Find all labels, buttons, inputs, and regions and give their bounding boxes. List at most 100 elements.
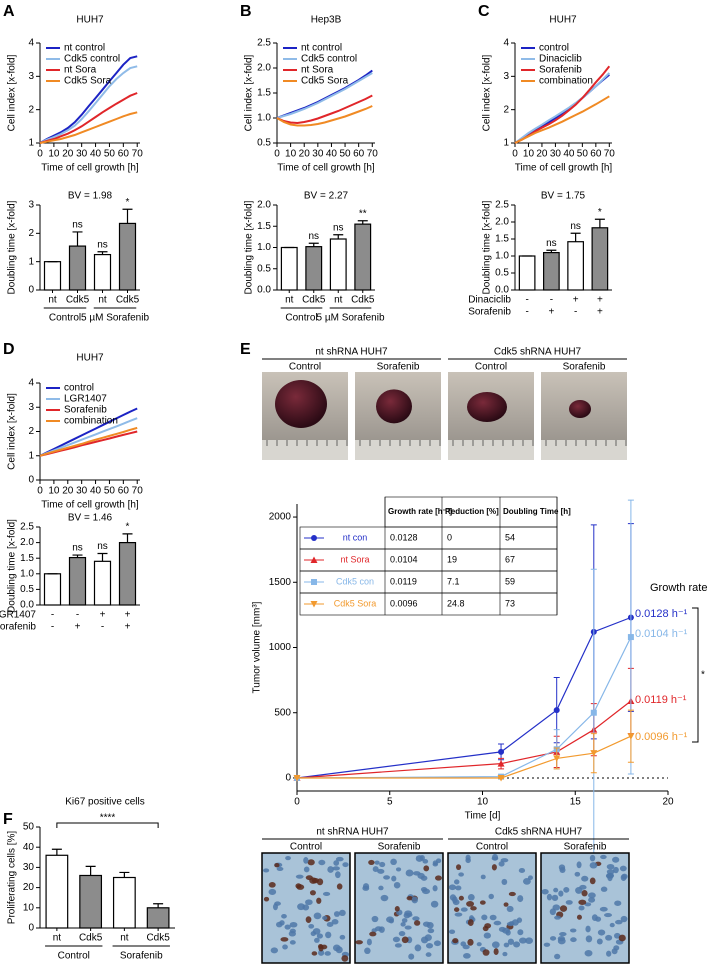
group-label: 5 µM Sorafenib <box>316 313 384 324</box>
x-tick-label: 10 <box>285 149 297 160</box>
y-tick-label: 2.5 <box>495 200 509 211</box>
x-tick-label: 0 <box>37 486 43 497</box>
group-label: Sorafenib <box>120 951 163 962</box>
cell <box>310 931 317 937</box>
cell <box>274 863 280 868</box>
cell <box>559 905 568 912</box>
cell <box>406 912 413 917</box>
cell <box>505 929 511 936</box>
x-tick-label: Cdk5 <box>302 295 326 306</box>
y-tick-label: 2.5 <box>20 522 34 533</box>
ruler <box>355 440 441 460</box>
group-label: Control <box>49 313 81 324</box>
y-tick-label: 0 <box>28 923 34 934</box>
error-bar <box>357 220 368 225</box>
error-bar <box>122 208 133 224</box>
cell <box>551 894 559 901</box>
table-row <box>299 548 558 572</box>
x-axis-label: Time of cell growth [h] <box>515 163 613 174</box>
bar <box>93 560 112 606</box>
x-tick-label: 70 <box>604 149 616 160</box>
cell <box>342 862 349 868</box>
x-tick-label: nt <box>120 933 129 944</box>
cell <box>559 866 566 874</box>
series-line <box>39 65 138 144</box>
series-line <box>514 95 610 144</box>
series-line <box>296 616 632 779</box>
row-label: - <box>101 622 104 633</box>
cell <box>605 873 614 879</box>
x-tick-label: 60 <box>118 486 130 497</box>
ruler <box>262 440 348 460</box>
table-cell: 67 <box>505 554 515 564</box>
bar <box>45 854 69 929</box>
chart-title: Ki67 positive cells <box>65 797 144 808</box>
y-tick-label: 10 <box>23 902 35 913</box>
cell <box>297 903 305 911</box>
cell <box>618 934 626 942</box>
cell <box>305 899 313 906</box>
y-tick-label: 2.0 <box>20 537 34 548</box>
photo-label: Sorafenib <box>378 842 421 853</box>
y-tick-label: 2 <box>28 104 34 115</box>
chart-title: BV = 1.98 <box>68 191 113 202</box>
cell <box>448 929 456 934</box>
point <box>497 774 505 782</box>
cell <box>503 942 510 948</box>
photo-group-label: Cdk5 shRNA HUH7 <box>494 347 582 358</box>
photo-group-label: nt shRNA HUH7 <box>316 827 389 838</box>
y-tick-label: 1.0 <box>257 242 271 253</box>
table-cell: 0.0104 <box>390 554 418 564</box>
cell <box>435 858 442 864</box>
cell <box>426 922 434 929</box>
cell <box>484 923 492 929</box>
y-tick-label: 3 <box>28 71 34 82</box>
x-tick-label: 70 <box>132 149 144 160</box>
photo-group-label: nt shRNA HUH7 <box>315 347 388 358</box>
bar <box>79 874 103 929</box>
row-label: - <box>550 295 553 306</box>
point <box>553 755 561 762</box>
cell <box>335 871 341 879</box>
cell <box>333 860 340 866</box>
y-tick-label: 30 <box>23 862 35 873</box>
rate-label: 0.0096 h⁻¹ <box>635 731 688 743</box>
cell <box>404 925 412 930</box>
legend-label: Cdk5 Sora <box>64 76 112 87</box>
cell <box>453 879 460 885</box>
table-series-name: nt con <box>343 532 368 542</box>
table-series-name: Cdk5 Sora <box>334 598 377 608</box>
error-bar <box>85 865 96 876</box>
cell <box>611 948 618 955</box>
photo-label: Sorafenib <box>377 362 420 373</box>
cell <box>324 951 331 956</box>
y-tick-label: 500 <box>274 707 291 718</box>
y-tick-label: 1.5 <box>495 234 509 245</box>
x-tick-label: 5 <box>387 797 393 808</box>
point <box>590 750 598 757</box>
error-bar <box>119 871 130 878</box>
table-cell: 0.0119 <box>390 576 417 586</box>
cell <box>411 896 418 904</box>
x-tick-label: 15 <box>570 797 582 808</box>
cell <box>501 878 508 886</box>
cell <box>339 934 346 940</box>
table-series-name: Cdk5 con <box>336 576 374 586</box>
cell <box>432 885 438 892</box>
table-header: Growth rate [h⁻¹] <box>388 507 453 516</box>
cell <box>584 902 592 907</box>
cell <box>427 928 435 934</box>
photo-label: Sorafenib <box>563 362 606 373</box>
table-cell: 73 <box>505 598 515 608</box>
cell <box>508 921 515 926</box>
cell <box>362 883 370 890</box>
x-tick-label: nt <box>285 295 294 306</box>
cell <box>557 935 566 942</box>
x-tick-label: 20 <box>62 149 74 160</box>
y-tick-label: 0 <box>28 285 34 296</box>
cell <box>584 949 593 957</box>
y-tick-label: 2 <box>503 104 509 115</box>
cell <box>479 900 486 905</box>
cell <box>581 875 589 882</box>
x-tick-label: Cdk5 <box>351 295 375 306</box>
